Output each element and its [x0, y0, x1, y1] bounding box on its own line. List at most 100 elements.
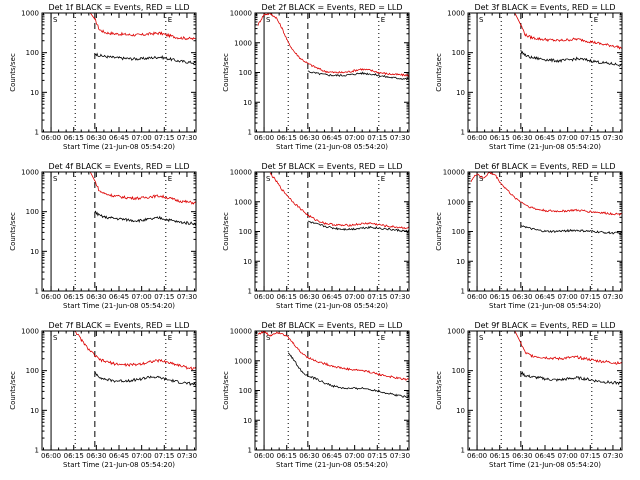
y-tick-label: 10000: [230, 10, 252, 18]
plot-frame: [254, 12, 410, 133]
x-tick-label: 07:00: [345, 293, 365, 301]
series-line-lld: [470, 172, 622, 216]
x-tick-label: 06:45: [109, 134, 129, 142]
series-line-events: [520, 224, 622, 235]
plot-panel-3: Det 3f BLACK = Events, RED = LLD Counts/s…: [435, 3, 623, 151]
y-tick-label: 100: [239, 387, 252, 395]
plot-panel-6: Det 6f BLACK = Events, RED = LLD Counts/s…: [435, 162, 623, 310]
y-tick-label: 1: [248, 129, 252, 137]
end-marker-label: E: [594, 16, 598, 24]
x-axis-label: Start Time (21-Jun-08 05:54:20): [276, 143, 388, 151]
x-tick-label: 06:45: [535, 134, 555, 142]
y-tick-label: 100: [26, 208, 39, 216]
x-tick-label: 07:15: [367, 293, 387, 301]
series-line-lld: [89, 172, 196, 205]
series-line-lld: [89, 13, 196, 41]
series-line-lld: [269, 172, 409, 230]
x-tick-label: 07:30: [603, 134, 623, 142]
x-axis-label: Start Time (21-Jun-08 05:54:20): [63, 461, 175, 469]
x-axis-label: Start Time (21-Jun-08 05:54:20): [276, 302, 388, 310]
plot-panel-7: Det 7f BLACK = Events, RED = LLD Counts/s…: [9, 321, 197, 469]
start-marker-label: S: [479, 175, 484, 183]
x-axis-label: Start Time (21-Jun-08 05:54:20): [276, 461, 388, 469]
x-tick-label: 07:00: [558, 293, 578, 301]
x-tick-label: 06:30: [299, 452, 319, 460]
x-tick-label: 07:15: [580, 134, 600, 142]
x-tick-label: 06:00: [467, 452, 487, 460]
x-tick-label: 07:00: [132, 452, 152, 460]
x-tick-label: 06:00: [467, 293, 487, 301]
y-tick-label: 1000: [234, 357, 252, 365]
end-marker-label: E: [168, 334, 172, 342]
x-axis-label: Start Time (21-Jun-08 05:54:20): [489, 302, 601, 310]
x-tick-label: 07:30: [177, 134, 197, 142]
y-tick-label: 10: [243, 417, 252, 425]
start-marker-label: S: [479, 16, 484, 24]
series-line-lld: [514, 13, 622, 50]
y-tick-label: 10: [243, 258, 252, 266]
plot-frame: [41, 330, 197, 451]
y-axis-label: Counts/sec: [435, 53, 443, 92]
x-tick-label: 07:15: [367, 134, 387, 142]
y-tick-label: 10: [243, 99, 252, 107]
y-tick-label: 1000: [234, 39, 252, 47]
plot-title: Det 9f BLACK = Events, RED = LLD: [474, 321, 615, 330]
plot-frame: [254, 171, 410, 292]
y-axis-label: Counts/sec: [222, 53, 230, 92]
y-axis-label: Counts/sec: [222, 212, 230, 251]
series-line-events: [307, 70, 409, 81]
plot-title: Det 3f BLACK = Events, RED = LLD: [474, 3, 615, 12]
plot-title: Det 4f BLACK = Events, RED = LLD: [48, 162, 189, 171]
x-axis-label: Start Time (21-Jun-08 05:54:20): [489, 143, 601, 151]
y-axis-label: Counts/sec: [9, 212, 17, 251]
y-tick-label: 100: [239, 228, 252, 236]
x-axis-label: Start Time (21-Jun-08 05:54:20): [63, 302, 175, 310]
y-tick-label: 10: [30, 407, 39, 415]
plot-title: Det 5f BLACK = Events, RED = LLD: [261, 162, 402, 171]
x-tick-label: 06:15: [277, 452, 297, 460]
plot-title: Det 8f BLACK = Events, RED = LLD: [261, 321, 402, 330]
x-tick-label: 07:00: [132, 134, 152, 142]
x-tick-label: 06:45: [322, 134, 342, 142]
y-tick-label: 1: [35, 129, 39, 137]
x-tick-label: 06:30: [86, 134, 106, 142]
x-tick-label: 07:00: [558, 134, 578, 142]
x-tick-label: 06:15: [490, 134, 510, 142]
y-tick-label: 1: [248, 288, 252, 296]
plot-title: Det 1f BLACK = Events, RED = LLD: [48, 3, 189, 12]
series-line-events: [287, 352, 409, 399]
series-line-lld: [257, 13, 409, 77]
y-tick-label: 100: [452, 367, 465, 375]
y-tick-label: 1000: [21, 328, 39, 336]
plot-title: Det 2f BLACK = Events, RED = LLD: [261, 3, 402, 12]
x-tick-label: 06:15: [64, 452, 84, 460]
x-tick-label: 07:30: [603, 293, 623, 301]
y-tick-label: 10: [456, 407, 465, 415]
plot-panel-4: Det 4f BLACK = Events, RED = LLD Counts/s…: [9, 162, 197, 310]
y-tick-label: 1: [248, 447, 252, 455]
end-marker-label: E: [381, 334, 385, 342]
plot-frame: [467, 330, 623, 451]
x-tick-label: 07:15: [154, 134, 174, 142]
series-line-events: [307, 220, 409, 234]
x-tick-label: 07:30: [177, 452, 197, 460]
series-line-lld: [514, 331, 622, 365]
y-tick-label: 10: [456, 258, 465, 266]
y-tick-label: 100: [26, 367, 39, 375]
y-tick-label: 1000: [21, 169, 39, 177]
y-tick-label: 100: [239, 69, 252, 77]
plot-frame: [254, 330, 410, 451]
x-tick-label: 06:45: [535, 452, 555, 460]
x-tick-label: 06:15: [64, 134, 84, 142]
y-tick-label: 1: [461, 447, 465, 455]
y-tick-label: 100: [26, 49, 39, 57]
x-tick-label: 07:00: [345, 134, 365, 142]
x-axis-label: Start Time (21-Jun-08 05:54:20): [489, 461, 601, 469]
end-marker-label: E: [594, 175, 598, 183]
plot-panel-9: Det 9f BLACK = Events, RED = LLD Counts/s…: [435, 321, 623, 469]
x-tick-label: 06:30: [512, 452, 532, 460]
x-tick-label: 07:30: [603, 452, 623, 460]
x-tick-label: 06:15: [277, 293, 297, 301]
plot-panel-5: Det 5f BLACK = Events, RED = LLD Counts/s…: [222, 162, 410, 310]
y-tick-label: 1000: [447, 10, 465, 18]
